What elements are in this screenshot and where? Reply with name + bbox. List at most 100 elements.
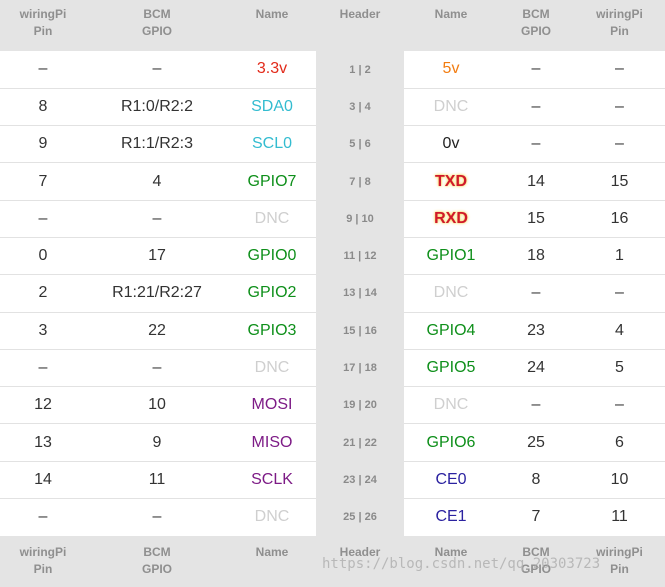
cell-bcm-right: 15 xyxy=(498,200,574,238)
cell-wiringpi-left: 9 xyxy=(0,125,86,164)
table-row: 3 22 GPIO3 15 | 16 GPIO4 23 4 xyxy=(0,312,665,350)
cell-bcm-left: 11 xyxy=(86,461,228,500)
footer-name-left: Name xyxy=(255,544,289,559)
watermark: https://blog.csdn.net/qq_20303723 xyxy=(322,556,601,572)
cell-header-pins: 3 | 4 xyxy=(316,88,404,126)
cell-bcm-left: R1:0/R2:2 xyxy=(86,88,228,127)
footer-bcm-right: BCM GPIO xyxy=(520,544,551,576)
cell-name-left: 3.3v xyxy=(228,51,316,89)
header-name-right: Name xyxy=(434,7,468,21)
cell-name-right: CE1 xyxy=(435,508,467,526)
cell-bcm-left: – xyxy=(86,200,228,238)
cell-header-pins: 1 | 2 xyxy=(316,51,404,89)
cell-name-left: SCLK xyxy=(228,461,316,500)
cell-name-left: SCL0 xyxy=(228,125,316,164)
cell-name-left: GPIO2 xyxy=(228,274,316,313)
header-bcm-right: BCM GPIO xyxy=(520,7,551,38)
table-row: 12 10 MOSI 19 | 20 DNC – – xyxy=(0,386,665,425)
cell-name-left: DNC xyxy=(228,349,316,388)
table-row: – – DNC 9 | 10 RXD 15 16 xyxy=(0,200,665,238)
cell-bcm-left: – xyxy=(152,508,162,526)
cell-name-right: GPIO4 xyxy=(404,312,498,350)
table-footer: wiringPi Pin BCM GPIO Name Header Name BCM… xyxy=(0,535,665,587)
table-header: wiringPi Pin BCM GPIO Name Header Name BCM… xyxy=(0,0,665,51)
table-row: – – DNC 25 | 26 CE1 7 11 xyxy=(0,498,665,536)
cell-header-pins: 5 | 6 xyxy=(316,125,404,163)
footer-wiringpi-right: wiringPi Pin xyxy=(596,544,643,576)
cell-wiringpi-right: – xyxy=(574,51,665,89)
cell-header-pins: 25 | 26 xyxy=(316,498,404,536)
cell-name-right: GPIO1 xyxy=(404,237,498,276)
cell-wiringpi-right: 15 xyxy=(574,162,665,201)
cell-bcm-left: 4 xyxy=(86,162,228,201)
cell-bcm-right: 25 xyxy=(498,423,574,462)
cell-bcm-right: 8 xyxy=(498,461,574,500)
cell-header-pins: 19 | 20 xyxy=(316,386,404,424)
cell-bcm-right: 23 xyxy=(498,312,574,350)
cell-bcm-right: – xyxy=(498,274,574,313)
cell-wiringpi-right: – xyxy=(574,88,665,127)
header-wiringpi-left: wiringPi Pin xyxy=(19,7,67,38)
cell-wiringpi-left: – xyxy=(0,200,86,238)
cell-bcm-right: – xyxy=(498,125,574,164)
cell-name-left: MISO xyxy=(228,423,316,462)
cell-wiringpi-right: – xyxy=(574,386,665,425)
table-row: 2 R1:21/R2:27 GPIO2 13 | 14 DNC – – xyxy=(0,274,665,313)
footer-header: Header xyxy=(339,544,381,559)
cell-name-left: GPIO7 xyxy=(228,162,316,201)
cell-name-left: DNC xyxy=(254,508,290,526)
cell-bcm-right: 18 xyxy=(498,237,574,276)
table-row: 7 4 GPIO7 7 | 8 TXD 14 15 xyxy=(0,162,665,201)
cell-wiringpi-left: 2 xyxy=(0,274,86,313)
cell-wiringpi-right: 5 xyxy=(574,349,665,388)
cell-name-left: MOSI xyxy=(228,386,316,425)
cell-bcm-right: 24 xyxy=(498,349,574,388)
cell-name-right: TXD xyxy=(404,162,498,201)
cell-header-pins: 7 | 8 xyxy=(316,162,404,201)
header-bcm-left: BCM GPIO xyxy=(141,7,172,38)
cell-wiringpi-right: 6 xyxy=(574,423,665,462)
cell-bcm-right: – xyxy=(498,88,574,127)
cell-header-pins: 9 | 10 xyxy=(316,200,404,238)
cell-wiringpi-left: – xyxy=(38,508,48,526)
table-row: 0 17 GPIO0 11 | 12 GPIO1 18 1 xyxy=(0,237,665,276)
cell-wiringpi-right: 10 xyxy=(574,461,665,500)
cell-name-left: DNC xyxy=(228,200,316,238)
table-row: 9 R1:1/R2:3 SCL0 5 | 6 0v – – xyxy=(0,125,665,164)
cell-name-right: GPIO5 xyxy=(404,349,498,388)
cell-wiringpi-left: 0 xyxy=(0,237,86,276)
cell-header-pins: 17 | 18 xyxy=(316,349,404,387)
cell-wiringpi-left: 8 xyxy=(0,88,86,127)
cell-wiringpi-left: – xyxy=(0,349,86,388)
cell-wiringpi-right: 1 xyxy=(574,237,665,276)
cell-header-pins: 21 | 22 xyxy=(316,423,404,462)
cell-bcm-left: 9 xyxy=(86,423,228,462)
cell-header-pins: 23 | 24 xyxy=(316,461,404,499)
cell-bcm-left: R1:21/R2:27 xyxy=(86,274,228,313)
cell-name-right: DNC xyxy=(404,274,498,313)
cell-bcm-left: 22 xyxy=(86,312,228,350)
cell-wiringpi-right: 11 xyxy=(611,508,628,526)
cell-bcm-left: R1:1/R2:3 xyxy=(86,125,228,164)
cell-name-left: SDA0 xyxy=(228,88,316,127)
cell-name-right: DNC xyxy=(404,88,498,127)
cell-bcm-right: 14 xyxy=(498,162,574,201)
cell-name-left: GPIO0 xyxy=(228,237,316,276)
cell-name-right: 0v xyxy=(404,125,498,164)
cell-wiringpi-right: – xyxy=(574,274,665,313)
cell-bcm-left: – xyxy=(86,349,228,388)
table-row: 14 11 SCLK 23 | 24 CE0 8 10 xyxy=(0,461,665,500)
cell-bcm-right: – xyxy=(498,51,574,89)
footer-wiringpi-left: wiringPi Pin xyxy=(19,544,67,576)
cell-name-right: RXD xyxy=(404,200,498,238)
cell-wiringpi-left: – xyxy=(0,51,86,89)
table-row: 8 R1:0/R2:2 SDA0 3 | 4 DNC – – xyxy=(0,88,665,127)
header-wiringpi-right: wiringPi Pin xyxy=(596,7,643,38)
footer-bcm-left: BCM GPIO xyxy=(141,544,172,576)
cell-wiringpi-left: 13 xyxy=(0,423,86,462)
footer-name-right: Name xyxy=(434,544,468,559)
cell-wiringpi-right: – xyxy=(574,125,665,164)
table-row: 13 9 MISO 21 | 22 GPIO6 25 6 xyxy=(0,423,665,462)
cell-name-right: CE0 xyxy=(404,461,498,500)
